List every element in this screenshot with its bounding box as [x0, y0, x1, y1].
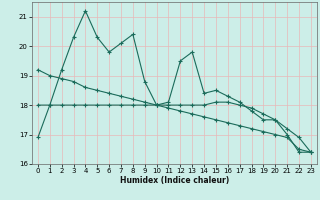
- X-axis label: Humidex (Indice chaleur): Humidex (Indice chaleur): [120, 176, 229, 185]
